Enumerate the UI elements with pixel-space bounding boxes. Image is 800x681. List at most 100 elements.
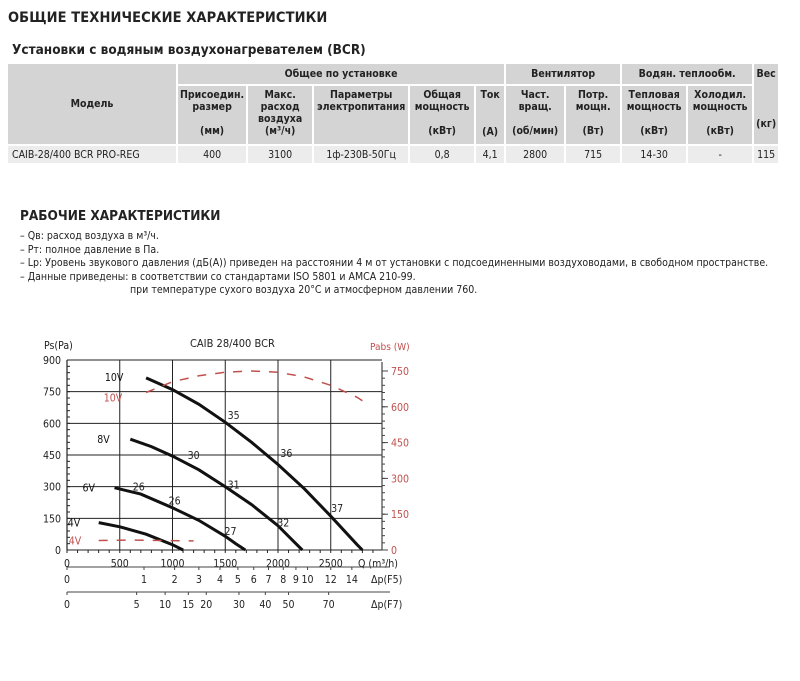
performance-title: РАБОЧИЕ ХАРАКТЕРИСТИКИ: [20, 208, 221, 224]
col-header: Холодил. мощность (кВт): [688, 86, 753, 144]
weight-unit: (кг): [756, 118, 777, 130]
secondary-tick-label: 6: [251, 574, 257, 586]
spec-table: Модель Общее по установке Вентилятор Вод…: [6, 62, 780, 165]
header-model: Модель: [8, 64, 176, 144]
secondary-tick-label: 20: [200, 599, 212, 611]
cell: 1ф-230В-50Гц: [314, 146, 409, 163]
secondary-tick-label: 50: [283, 599, 295, 611]
cell: 400: [178, 146, 247, 163]
y2-axis-label: Pabs (W): [370, 342, 410, 353]
x-tick-label: 2000: [266, 558, 290, 570]
x-tick-label: 2500: [319, 558, 343, 570]
series-line: [98, 521, 184, 552]
secondary-tick-label: 0: [64, 574, 70, 586]
weight-label: Вес: [756, 68, 776, 80]
y2-tick-label: 150: [391, 509, 409, 521]
y-tick-label: 600: [43, 418, 61, 430]
col-header: Присоедин. размер (мм): [178, 86, 247, 144]
secondary-tick-label: 2: [172, 574, 178, 586]
secondary-tick-label: 9: [293, 574, 299, 586]
note-item: – Lp: Уровень звукового давления (дБ(А))…: [20, 257, 769, 269]
note-item: – Pт: полное давление в Па.: [20, 243, 160, 256]
cell: 3100: [248, 146, 313, 163]
sound-level-label: 26: [169, 495, 181, 507]
secondary-tick-label: 10: [302, 574, 314, 586]
x-tick-label: 500: [111, 558, 129, 570]
sound-level-label: 36: [280, 448, 292, 460]
curve-label: 10V: [104, 392, 123, 404]
page-title: ОБЩИЕ ТЕХНИЧЕСКИЕ ХАРАКТЕРИСТИКИ: [8, 10, 328, 26]
table-row: CAIB-28/400 BCR PRO-REG 400 3100 1ф-230В…: [8, 146, 779, 163]
secondary-tick-label: 7: [265, 574, 271, 586]
cell: -: [688, 146, 753, 163]
series-line: [98, 539, 194, 542]
y-tick-label: 300: [43, 482, 61, 494]
y2-tick-label: 0: [391, 545, 397, 557]
cell: 0,8: [410, 146, 475, 163]
col-header: Параметры электропитания: [314, 86, 409, 144]
secondary-tick-label: 30: [233, 599, 245, 611]
y-axis-label: Ps(Pa): [44, 340, 73, 352]
cell: 4,1: [476, 146, 505, 163]
sound-level-label: 26: [133, 482, 145, 494]
notes-list: – Qв: расход воздуха в м³/ч. – Pт: полно…: [20, 230, 768, 298]
note-item: – Qв: расход воздуха в м³/ч.: [20, 230, 159, 242]
secondary-tick-label: 4: [217, 574, 223, 586]
secondary-tick-label: 14: [346, 574, 358, 586]
sound-level-label: 30: [188, 450, 200, 462]
y2-tick-label: 300: [391, 473, 409, 485]
sound-level-label: 32: [277, 518, 289, 530]
y2-tick-label: 750: [391, 366, 409, 378]
note-item: – Данные приведены: в соответствии со ст…: [20, 270, 416, 283]
sound-level-label: 37: [331, 503, 343, 515]
col-header: Ток (А): [476, 86, 505, 144]
header-group-water: Водян. теплообм.: [622, 64, 753, 84]
series-line: [145, 376, 364, 552]
y2-tick-label: 450: [391, 438, 409, 450]
col-header: Тепловая мощность (кВт): [622, 86, 687, 144]
secondary-tick-label: 8: [280, 574, 286, 586]
curve-label: 8V: [97, 434, 110, 446]
cell: 115: [754, 146, 779, 163]
y-tick-label: 900: [43, 355, 61, 367]
header-group-fan: Вентилятор: [506, 64, 621, 84]
secondary-tick-label: 70: [323, 599, 335, 611]
curve-label: 6V: [83, 483, 96, 495]
y-tick-label: 150: [43, 513, 61, 525]
cell-model: CAIB-28/400 BCR PRO-REG: [8, 146, 176, 163]
sound-level-label: 35: [228, 410, 240, 422]
secondary-axis-label: Δp(F5): [371, 574, 402, 586]
note-item: при температуре сухого воздуха 20°С и ат…: [130, 284, 478, 296]
sound-level-label: 27: [225, 526, 237, 538]
cell: 2800: [506, 146, 565, 163]
secondary-tick-label: 3: [196, 574, 202, 586]
series-line: [114, 486, 247, 552]
y2-tick-label: 600: [391, 402, 409, 414]
chart-title: CAIB 28/400 BCR: [190, 337, 275, 350]
curve-label: 4V: [69, 535, 82, 547]
x-axis-label: Q (m³/h): [358, 558, 398, 570]
x-tick-label: 1000: [160, 558, 184, 570]
header-group-general: Общее по установке: [178, 64, 505, 84]
secondary-axis-label: Δp(F7): [371, 599, 402, 611]
col-header: Потр. мощн. (Вт): [566, 86, 621, 144]
secondary-tick-label: 5: [235, 574, 241, 586]
sound-level-label: 31: [228, 480, 240, 492]
series-line: [129, 437, 304, 552]
y-tick-label: 750: [43, 387, 61, 399]
section-subtitle: Установки с водяным воздухонагревателем …: [12, 42, 366, 58]
x-tick-label: 0: [64, 558, 70, 570]
curve-label: 4V: [68, 518, 81, 530]
secondary-tick-label: 1: [141, 574, 147, 586]
secondary-tick-label: 40: [259, 599, 271, 611]
cell: 14-30: [622, 146, 687, 163]
curve-label: 10V: [105, 372, 124, 384]
y-tick-label: 0: [55, 545, 61, 557]
secondary-tick-label: 10: [159, 599, 171, 611]
secondary-tick-label: 12: [325, 574, 337, 586]
x-tick-label: 1500: [213, 558, 237, 570]
column-headers: Присоедин. размер (мм) Макс. расход возду…: [8, 86, 778, 144]
series-line: [145, 370, 363, 402]
header-group-weight: Вес (кг): [754, 64, 779, 144]
cell: 715: [566, 146, 621, 163]
